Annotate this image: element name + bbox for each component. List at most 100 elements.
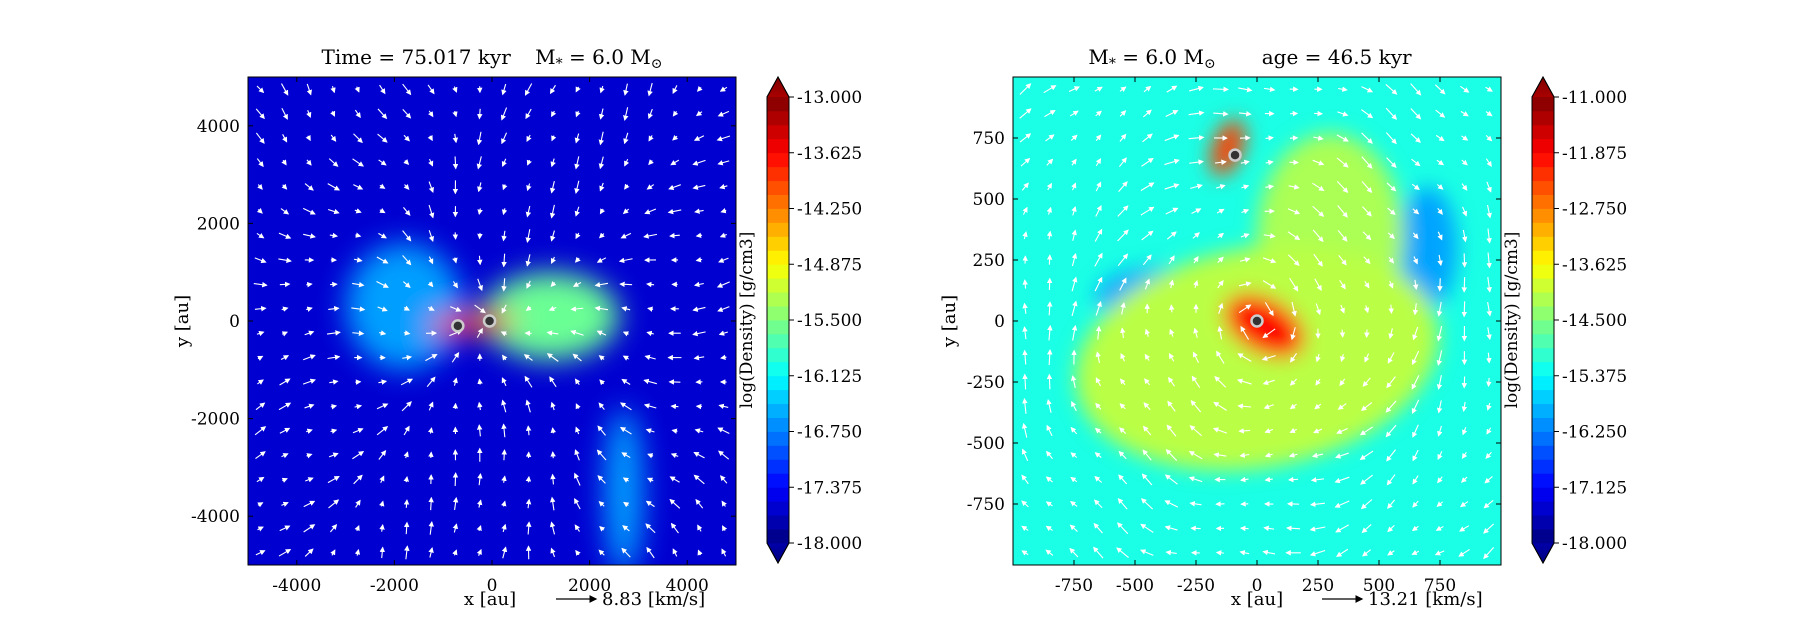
velocity-arrow [255, 402, 266, 411]
velocity-arrow [672, 134, 679, 141]
velocity-arrow [619, 426, 632, 435]
velocity-arrow [402, 255, 412, 266]
velocity-arrow [1217, 256, 1224, 263]
velocity-arrow [452, 86, 458, 93]
velocity-arrow [1339, 304, 1345, 314]
velocity-arrow [1213, 111, 1229, 117]
velocity-arrow [1094, 252, 1103, 267]
velocity-arrow [525, 425, 532, 436]
velocity-arrow [1261, 355, 1276, 361]
velocity-arrow [500, 107, 508, 121]
velocity-arrow [353, 133, 363, 144]
colorbar-band [767, 501, 789, 516]
panel-1-velocity-key-label: 8.83 [km/s] [602, 589, 705, 610]
velocity-arrow [376, 426, 389, 436]
panel-2-velocity-key-label: 13.21 [km/s] [1368, 589, 1483, 610]
colorbar-band [767, 222, 789, 237]
velocity-arrow [646, 281, 655, 288]
velocity-arrow [1094, 86, 1103, 92]
velocity-arrow [281, 159, 287, 166]
velocity-arrow [1364, 353, 1370, 363]
velocity-arrow [1411, 549, 1420, 555]
velocity-arrow [1461, 159, 1468, 166]
velocity-arrow [281, 83, 289, 96]
velocity-arrow [695, 257, 703, 263]
velocity-arrow [1337, 403, 1347, 410]
velocity-arrow [1144, 278, 1151, 290]
velocity-arrow [257, 355, 264, 361]
velocity-arrow [328, 499, 340, 509]
velocity-arrow [1165, 207, 1179, 215]
velocity-arrow [1315, 378, 1321, 386]
velocity-arrow [1070, 452, 1078, 458]
velocity-arrow [401, 401, 412, 412]
velocity-arrow [306, 306, 313, 312]
velocity-arrow [280, 208, 290, 215]
velocity-arrow [1360, 474, 1373, 485]
velocity-arrow [1437, 476, 1443, 484]
velocity-arrow [1339, 279, 1346, 290]
velocity-arrow [1483, 499, 1494, 509]
velocity-arrow [1046, 158, 1054, 166]
velocity-arrow [306, 159, 312, 166]
velocity-arrow [1116, 547, 1129, 558]
velocity-arrow [1311, 452, 1324, 459]
colorbar-band [767, 320, 789, 335]
colorbar-tick-label: -13.625 [1562, 255, 1627, 275]
velocity-arrow [574, 180, 580, 194]
velocity-arrow [501, 449, 507, 461]
velocity-arrow [719, 86, 728, 92]
velocity-arrow [672, 548, 678, 557]
velocity-arrow [1240, 325, 1250, 340]
velocity-arrow [1093, 546, 1104, 559]
velocity-arrow [1286, 525, 1301, 532]
velocity-arrow [525, 108, 532, 120]
x-tick-label: -750 [1055, 576, 1093, 596]
velocity-arrow [644, 354, 656, 361]
velocity-arrow [622, 355, 630, 361]
velocity-arrow [1361, 524, 1372, 534]
velocity-arrow [1485, 86, 1493, 92]
velocity-arrow [255, 108, 265, 120]
velocity-arrow [1313, 253, 1323, 267]
velocity-arrow [255, 550, 266, 556]
velocity-arrow [281, 183, 288, 190]
velocity-arrow [1262, 549, 1276, 556]
velocity-arrow [574, 524, 581, 532]
velocity-arrow [550, 427, 557, 434]
velocity-arrow [1289, 277, 1299, 292]
velocity-arrow [326, 330, 341, 336]
velocity-arrow [1485, 110, 1493, 117]
velocity-arrow [379, 183, 386, 189]
velocity-arrow [278, 257, 292, 264]
velocity-arrow [379, 500, 385, 507]
panel-1-ylabel: y [au] [172, 295, 193, 348]
velocity-arrow [525, 254, 531, 267]
velocity-arrow [1264, 428, 1274, 434]
velocity-arrow [1412, 303, 1419, 316]
y-tick-label: -2000 [191, 410, 240, 430]
velocity-arrow [646, 546, 655, 559]
velocity-arrow [1117, 253, 1129, 267]
velocity-arrow [379, 475, 385, 484]
velocity-arrow [1070, 426, 1078, 435]
colorbar-band [1532, 445, 1554, 460]
velocity-arrow [426, 376, 436, 388]
x-tick-label: 4000 [666, 576, 709, 596]
velocity-arrow [718, 257, 729, 263]
velocity-arrow [546, 353, 559, 362]
velocity-arrow [1458, 548, 1470, 557]
velocity-arrow [1309, 501, 1325, 508]
velocity-arrow [1021, 550, 1029, 556]
velocity-arrow [1387, 207, 1396, 216]
velocity-arrow [1437, 254, 1443, 267]
velocity-arrow [1287, 254, 1300, 267]
velocity-arrow [525, 205, 532, 218]
panel-1-xlabel: x [au] [464, 589, 516, 610]
velocity-arrow [1021, 500, 1029, 508]
y-tick-label: -4000 [191, 507, 240, 527]
velocity-arrow [305, 135, 311, 142]
velocity-arrow [305, 477, 314, 483]
velocity-arrow [1485, 134, 1493, 142]
colorbar-band [767, 250, 789, 265]
